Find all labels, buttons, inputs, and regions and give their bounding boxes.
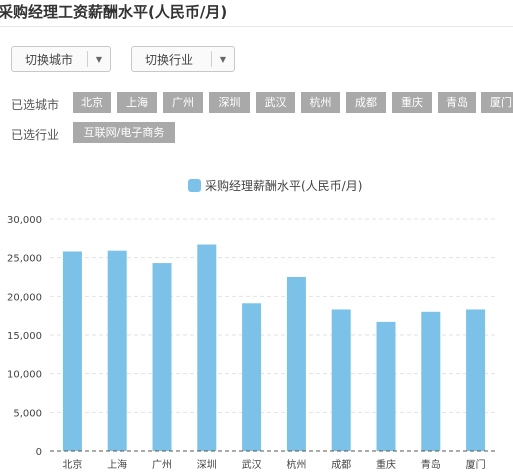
- title-divider: [0, 26, 513, 27]
- y-tick-label: 25,000: [7, 254, 42, 265]
- selected-city-tag[interactable]: 杭州: [301, 92, 340, 113]
- switch-city-label: 切换城市: [25, 52, 74, 67]
- x-tick-label: 杭州: [286, 458, 306, 471]
- x-tick-label: 北京: [62, 458, 82, 471]
- y-tick-label: 5,000: [13, 408, 42, 419]
- legend-label: 采购经理薪酬水平(人民币/月): [205, 179, 363, 193]
- legend-swatch: [188, 179, 201, 192]
- selected-city-tag[interactable]: 北京: [73, 92, 111, 113]
- x-tick-label: 成都: [331, 459, 351, 471]
- x-tick-label: 重庆: [376, 458, 396, 471]
- bar: [331, 309, 351, 451]
- switch-city-dropdown[interactable]: 切换城市 ▼: [11, 46, 111, 72]
- caret-down-icon[interactable]: ▼: [95, 54, 103, 64]
- selected-industry-tag[interactable]: 互联网/电子商务: [73, 122, 175, 143]
- bar: [107, 250, 127, 451]
- bar: [376, 321, 396, 451]
- selected-cities-label: 已选城市: [11, 98, 60, 112]
- selected-city-tag[interactable]: 厦门: [481, 92, 513, 113]
- selected-industry-label: 已选行业: [11, 128, 60, 142]
- y-tick-label: 0: [36, 447, 42, 458]
- switch-industry-label: 切换行业: [145, 52, 194, 67]
- selected-city-tag[interactable]: 广州: [163, 92, 203, 113]
- dropdown-separator: [211, 51, 212, 67]
- bar: [197, 244, 217, 451]
- y-tick-label: 30,000: [7, 215, 42, 226]
- bar: [466, 309, 486, 451]
- x-tick-label: 深圳: [197, 459, 217, 471]
- selected-city-tag[interactable]: 重庆: [392, 92, 432, 113]
- x-tick-label: 厦门: [466, 458, 486, 471]
- selected-city-tag[interactable]: 成都: [346, 92, 386, 113]
- salary-bar-chart: 0 5,000 10,000 15,000 20,000 25,000 30,000 北京 上海…: [7, 215, 498, 471]
- x-tick-label: 青岛: [421, 458, 441, 471]
- page-title: 采购经理工资薪酬水平(人民币/月): [0, 3, 228, 21]
- bar: [152, 263, 172, 451]
- selected-city-tag[interactable]: 武汉: [256, 92, 295, 113]
- bar: [242, 303, 262, 451]
- bar: [421, 311, 441, 451]
- x-tick-label: 武汉: [242, 458, 262, 471]
- selected-city-tag[interactable]: 深圳: [209, 92, 250, 113]
- switch-industry-dropdown[interactable]: 切换行业 ▼: [131, 46, 235, 72]
- y-tick-label: 20,000: [7, 292, 42, 303]
- dropdown-separator: [87, 51, 88, 67]
- caret-down-icon[interactable]: ▼: [219, 54, 227, 64]
- selected-city-tag[interactable]: 青岛: [438, 92, 476, 113]
- bar: [62, 251, 82, 451]
- selected-city-tag[interactable]: 上海: [117, 92, 157, 113]
- y-tick-label: 10,000: [7, 370, 42, 381]
- x-tick-label: 上海: [107, 458, 127, 471]
- y-tick-label: 15,000: [7, 331, 42, 342]
- bar: [286, 277, 306, 451]
- x-tick-label: 广州: [152, 459, 172, 471]
- chart-legend[interactable]: 采购经理薪酬水平(人民币/月): [188, 177, 362, 194]
